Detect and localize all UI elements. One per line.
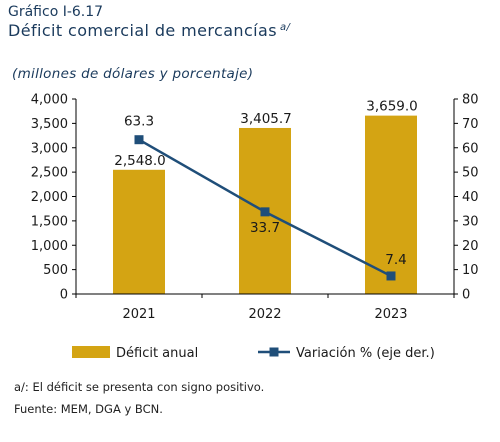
y-right-tick-label: 40	[462, 190, 479, 205]
y-left-tick-label: 500	[43, 263, 68, 278]
bar-data-label: 3,405.7	[240, 111, 292, 127]
y-left-tick-label: 1,500	[31, 214, 68, 229]
legend-line-marker	[269, 347, 279, 357]
legend-label-bar: Déficit anual	[116, 346, 198, 361]
bar-data-label: 2,548.0	[114, 153, 166, 169]
legend-label-line: Variación % (eje der.)	[296, 346, 435, 361]
bar-2021	[113, 169, 165, 294]
y-right-tick-label: 30	[462, 214, 479, 229]
line-data-label: 63.3	[124, 114, 154, 130]
y-right-tick-label: 20	[462, 239, 479, 254]
variation-point-2022	[260, 207, 270, 217]
y-left-tick-label: 3,000	[31, 141, 68, 156]
bar-data-label: 3,659.0	[366, 99, 418, 115]
deficit-chart: 0 500 1,000 1,500 2,000 2,500 3,000 3,500 4,000 0…	[31, 93, 479, 362]
y-left-tick-label: 0	[60, 288, 68, 303]
y-right-tick-label: 60	[462, 141, 479, 156]
legend-swatch-bar	[72, 346, 110, 358]
bar-2023	[365, 115, 417, 294]
y-right-tick-label: 0	[462, 288, 470, 303]
variation-point-2021	[134, 135, 144, 145]
chart-header: Gráfico I-6.17 Déficit comercial de merc…	[8, 4, 290, 40]
figure-label: Gráfico I-6.17	[8, 4, 104, 20]
source-note: Fuente: MEM, DGA y BCN.	[14, 402, 163, 416]
y-left-tick-label: 3,500	[31, 117, 68, 132]
y-left-tick-label: 4,000	[31, 93, 68, 108]
title-note-marker: a/	[279, 21, 291, 33]
line-data-label: 7.4	[385, 252, 406, 268]
y-right-tick-label: 70	[462, 117, 479, 132]
chart-title-text: Déficit comercial de mercancías	[8, 21, 277, 40]
y-right-tick-label: 10	[462, 263, 479, 278]
variation-point-2023	[386, 271, 396, 281]
chart-subtitle: (millones de dólares y porcentaje)	[12, 66, 254, 82]
chart-notes: a/: El déficit se presenta con signo pos…	[14, 380, 264, 424]
x-tick-label-2023: 2023	[374, 307, 407, 322]
y-left-tick-label: 2,500	[31, 166, 68, 181]
y-right-tick-label: 50	[462, 166, 479, 181]
x-tick-label-2021: 2021	[122, 307, 155, 322]
y-left-tick-label: 1,000	[31, 239, 68, 254]
footnote: a/: El déficit se presenta con signo pos…	[14, 380, 265, 394]
x-tick-label-2022: 2022	[248, 307, 281, 322]
chart-title: Déficit comercial de mercancías a/	[8, 21, 290, 40]
y-right-tick-label: 80	[462, 93, 479, 108]
y-left-tick-label: 2,000	[31, 190, 68, 205]
line-data-label: 33.7	[250, 220, 280, 236]
